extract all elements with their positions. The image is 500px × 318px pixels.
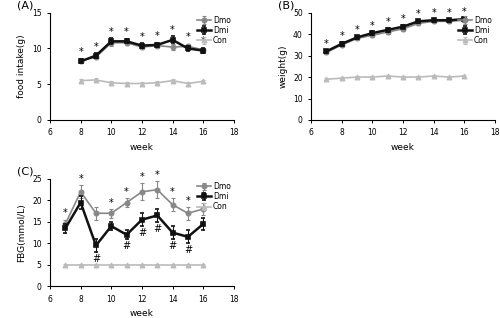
Text: *: * — [109, 198, 114, 208]
Text: #: # — [168, 241, 176, 251]
Text: *: * — [140, 32, 144, 42]
Text: *: * — [340, 31, 344, 41]
Text: *: * — [124, 27, 129, 38]
Text: #: # — [138, 228, 146, 238]
Text: *: * — [63, 208, 68, 218]
Text: *: * — [462, 7, 466, 17]
X-axis label: week: week — [130, 309, 154, 318]
Text: *: * — [155, 31, 160, 41]
Text: (B): (B) — [278, 1, 294, 10]
Text: (A): (A) — [17, 1, 34, 10]
Text: *: * — [186, 32, 190, 42]
Text: *: * — [370, 21, 375, 31]
Text: *: * — [324, 39, 329, 49]
Y-axis label: food intake(g): food intake(g) — [18, 35, 26, 98]
Text: (C): (C) — [17, 167, 34, 177]
X-axis label: week: week — [130, 143, 154, 152]
Text: *: * — [170, 24, 175, 35]
Y-axis label: FBG(mmol/L): FBG(mmol/L) — [18, 203, 26, 262]
Text: *: * — [432, 8, 436, 18]
Text: *: * — [446, 8, 452, 18]
Text: #: # — [153, 224, 162, 234]
Text: *: * — [354, 25, 360, 35]
Y-axis label: weight(g): weight(g) — [278, 45, 287, 88]
Text: *: * — [416, 9, 421, 19]
Legend: Dmo, Dmi, Con: Dmo, Dmi, Con — [196, 181, 232, 212]
Text: *: * — [400, 14, 406, 24]
Text: *: * — [170, 187, 175, 197]
Text: *: * — [78, 174, 83, 184]
Legend: Dmo, Dmi, Con: Dmo, Dmi, Con — [458, 15, 492, 46]
Legend: Dmo, Dmi, Con: Dmo, Dmi, Con — [196, 15, 232, 46]
Text: *: * — [124, 187, 129, 197]
Text: #: # — [92, 254, 100, 264]
Text: *: * — [94, 42, 98, 52]
Text: *: * — [201, 36, 205, 46]
Text: *: * — [155, 170, 160, 180]
Text: *: * — [386, 17, 390, 27]
Text: #: # — [122, 241, 130, 251]
Text: *: * — [201, 191, 205, 201]
Text: *: * — [140, 172, 144, 182]
Text: *: * — [109, 27, 114, 37]
X-axis label: week: week — [391, 143, 415, 152]
Text: *: * — [186, 196, 190, 205]
Text: #: # — [184, 245, 192, 255]
Text: *: * — [78, 47, 83, 57]
